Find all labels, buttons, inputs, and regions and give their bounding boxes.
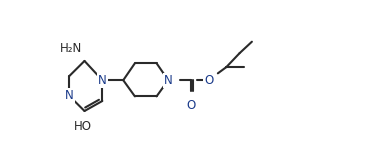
Text: H₂N: H₂N: [59, 42, 82, 55]
Text: N: N: [98, 74, 107, 87]
Text: O: O: [186, 100, 195, 112]
Text: HO: HO: [74, 120, 92, 133]
Text: O: O: [204, 74, 213, 87]
Text: N: N: [65, 89, 73, 102]
Text: N: N: [164, 74, 173, 87]
